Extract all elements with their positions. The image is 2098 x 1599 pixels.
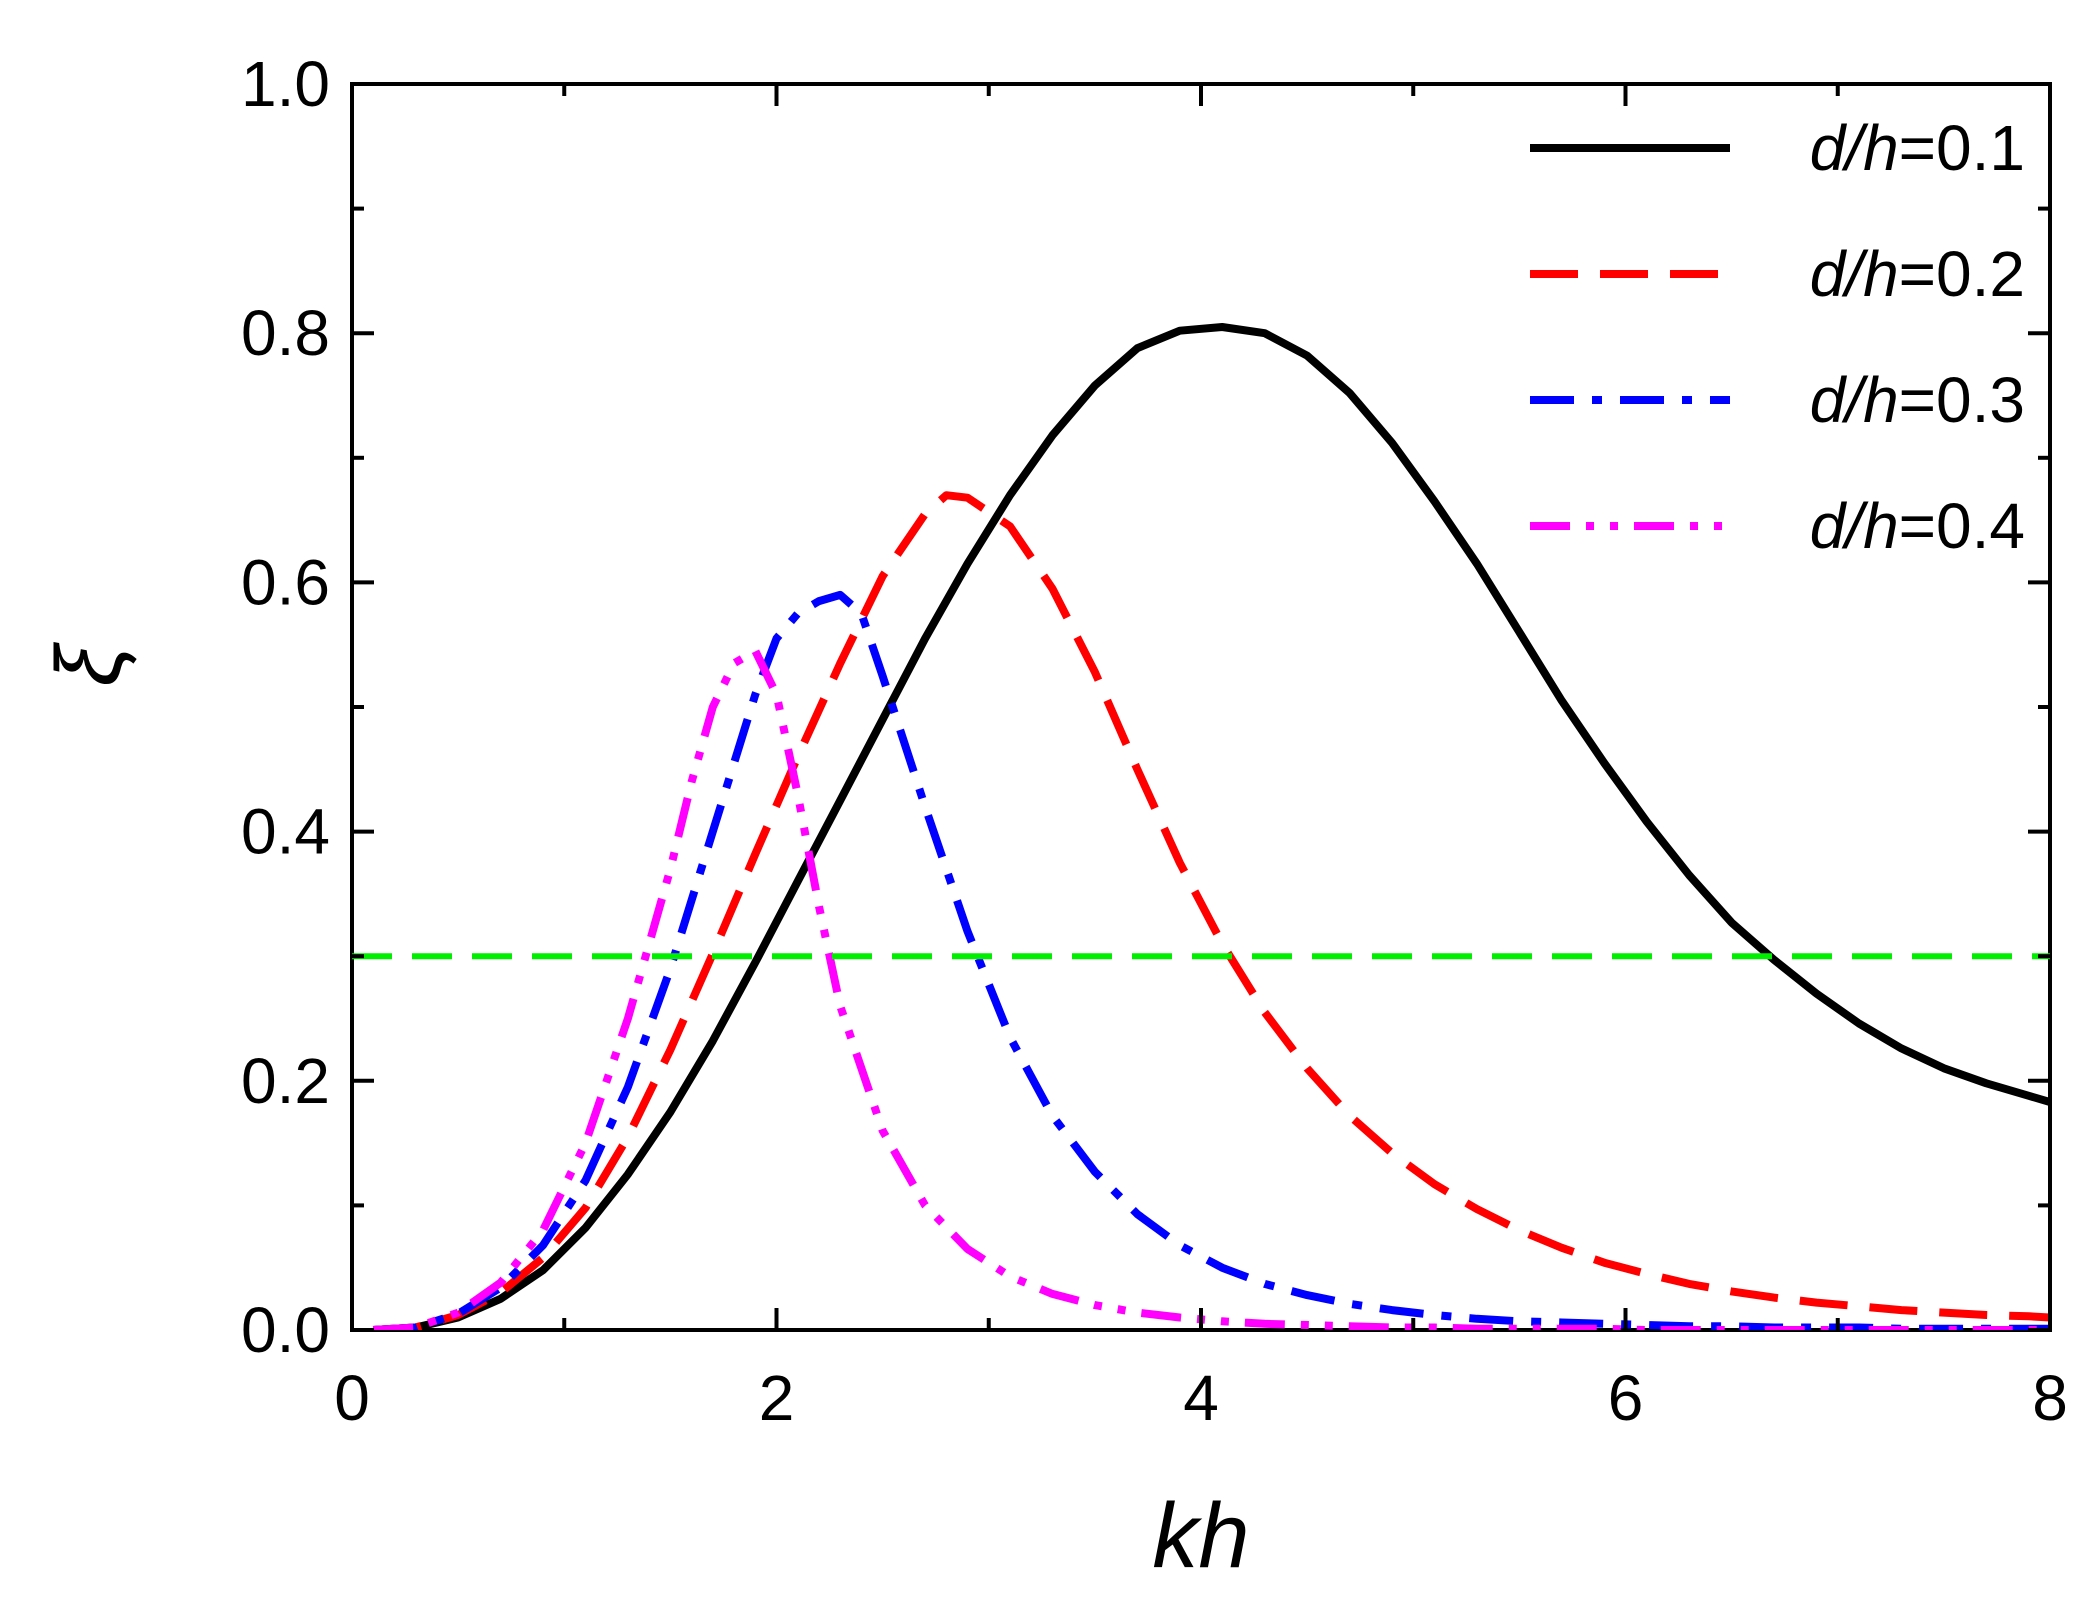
y-tick-label: 0.8 (241, 297, 330, 369)
plot-area-frame (350, 82, 2052, 1332)
legend: d/h=0.1 d/h=0.2 d/h=0.3 d/h=0.4 (1530, 112, 2025, 562)
x-tick-label: 2 (759, 1362, 795, 1434)
x-axis-title: kh (1152, 1485, 1249, 1587)
legend-label-4: d/h=0.4 (1810, 490, 2025, 562)
series-layer (372, 323, 2050, 1330)
x-tick-label: 6 (1608, 1362, 1644, 1434)
y-axis-title: ξ (38, 642, 140, 687)
x-tick-label: 8 (2032, 1362, 2068, 1434)
y-tick-label: 0.0 (241, 1294, 330, 1366)
y-tick-label: 0.2 (241, 1045, 330, 1117)
series-line-2 (372, 491, 2050, 1330)
series-line-4 (372, 646, 2050, 1330)
y-tick-label: 0.6 (241, 546, 330, 618)
series-line-1 (372, 323, 2050, 1330)
legend-label-3: d/h=0.3 (1810, 364, 2025, 436)
legend-label-1: d/h=0.1 (1810, 112, 2025, 184)
y-tick-label: 1.0 (241, 48, 330, 120)
ticks-layer: 0 2 4 6 8 0.0 0.2 0.4 0.6 0.8 1.0 (241, 48, 2068, 1434)
x-tick-label: 0 (334, 1362, 370, 1434)
x-tick-label: 4 (1183, 1362, 1219, 1434)
y-tick-label: 0.4 (241, 796, 330, 868)
series-line-3 (372, 590, 2050, 1330)
legend-label-2: d/h=0.2 (1810, 238, 2025, 310)
